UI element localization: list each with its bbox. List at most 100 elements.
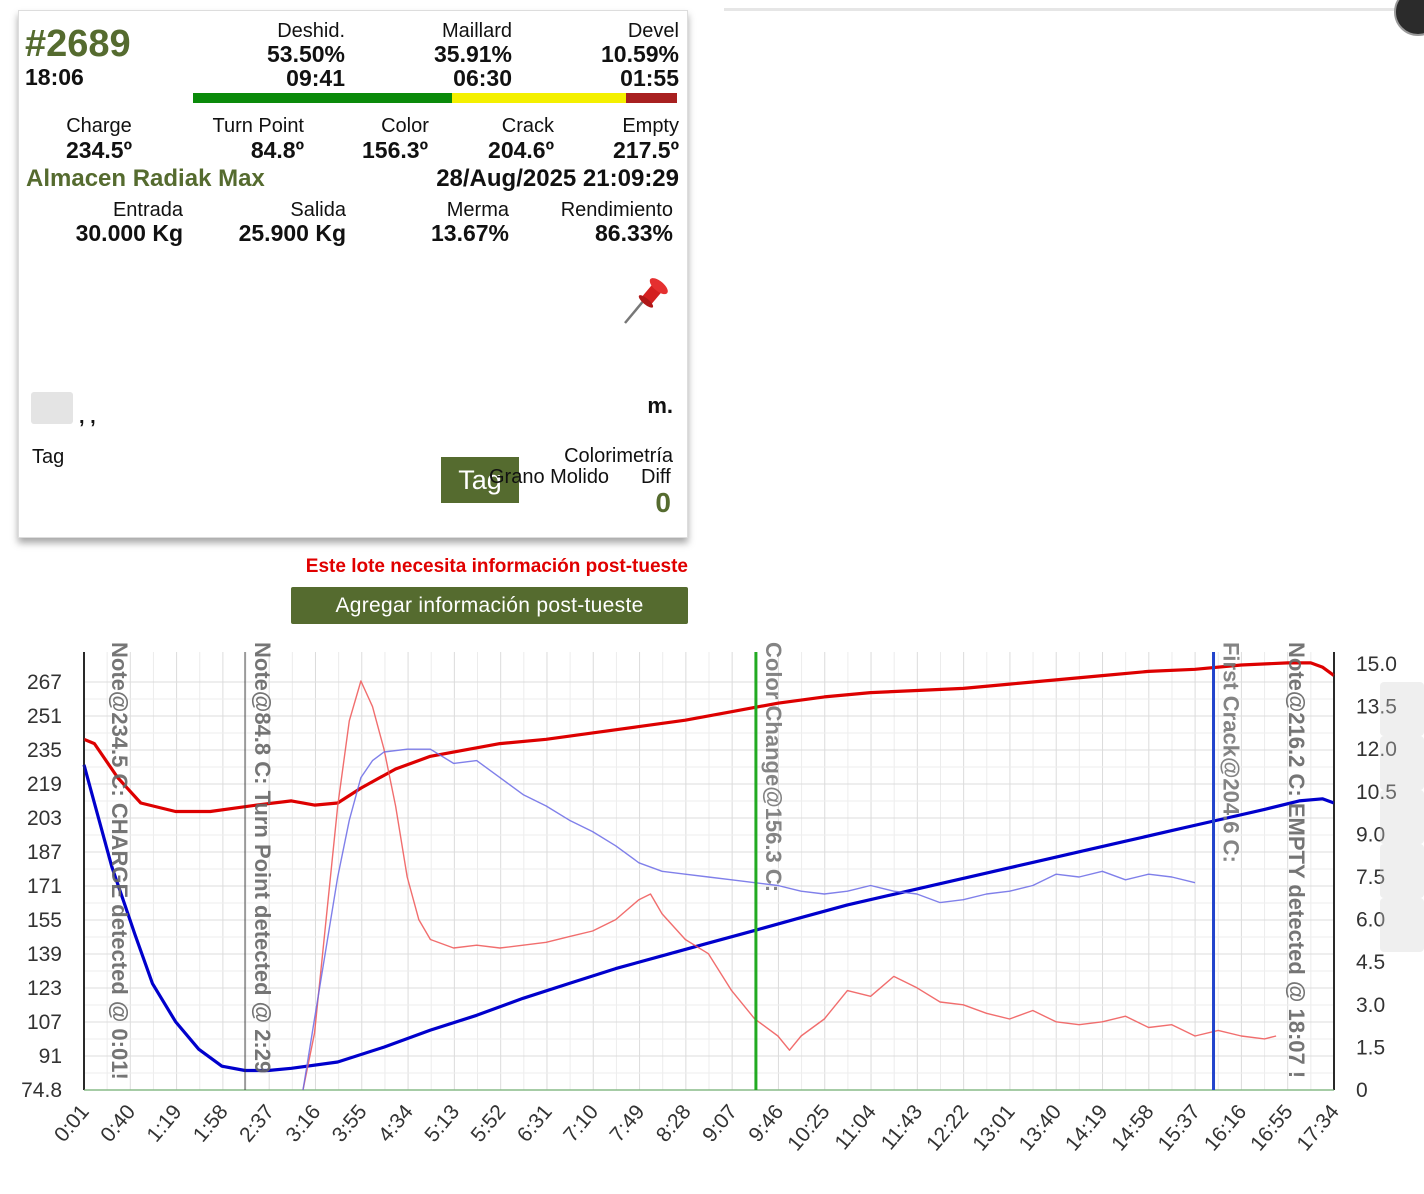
roast-chart: 74.8 91 107 123 139 155 171 187 203 219 235 251 267 1… [21, 642, 1397, 1155]
x-tick-label: 1:19 [143, 1100, 187, 1146]
x-tick-label: 11:43 [877, 1100, 927, 1154]
y-left-tick-label: 155 [27, 909, 62, 932]
phase-duration-maillard: 06:30 [453, 65, 512, 91]
series-line-3 [302, 748, 1196, 1091]
top-divider [724, 8, 1396, 11]
y-left-tick-label: 251 [27, 705, 62, 728]
tag-button[interactable]: Tag [441, 457, 519, 503]
x-tick-label: 2:37 [235, 1100, 279, 1146]
x-tick-label: 0:01 [50, 1100, 94, 1146]
phase-bar-devel [626, 93, 677, 103]
colorimetria-value: 0 [655, 487, 671, 518]
altitude-unit: m. [647, 393, 673, 418]
event-value-crack: 204.6º [488, 137, 554, 163]
event-label-crack: Crack [501, 115, 554, 137]
x-tick-label: 0:40 [96, 1100, 140, 1146]
x-tick-label: 14:58 [1107, 1100, 1158, 1155]
y-left-tick-label: 123 [27, 977, 62, 1000]
colorimetria-title: Colorimetría [564, 445, 673, 467]
y-left-tick-label: 203 [27, 807, 62, 830]
event-label-4: Note@216.2 C: EMPTY detected @ 18:07 ! [1284, 642, 1309, 1078]
pin-icon[interactable] [619, 273, 675, 329]
zoom-in-icon[interactable] [1380, 736, 1424, 790]
series-line-2 [302, 680, 1277, 1091]
y-left-tick-label: 235 [27, 739, 62, 762]
phase-pct-maillard: 35.91% [433, 41, 512, 67]
phase-bar-deshid [193, 93, 452, 103]
phase-label-devel: Devel [627, 20, 679, 42]
x-tick-label: 16:16 [1200, 1100, 1251, 1155]
y-right-tick-label: 13.5 [1356, 696, 1397, 719]
zoom-out-icon[interactable] [1380, 844, 1424, 898]
y-left-tick-label: 107 [27, 1011, 62, 1034]
x-tick-label: 10:25 [783, 1100, 834, 1155]
roast-datetime: 28/Aug/2025 21:09:29 [436, 165, 679, 192]
y-left-tick-label: 91 [39, 1045, 62, 1068]
scroll-bottom-icon[interactable] [1380, 898, 1424, 952]
avatar-placeholder [31, 392, 73, 424]
add-post-roast-button[interactable]: Agregar información post-tueste [291, 587, 688, 624]
event-value-charge: 234.5º [66, 137, 132, 163]
y-left-tick-label: 139 [27, 943, 62, 966]
event-value-turn-point: 84.8º [250, 137, 304, 163]
batch-number: #2689 [25, 23, 131, 65]
event-label-2: Color Change@156.3 C: [761, 642, 786, 892]
x-tick-label: 13:40 [1015, 1100, 1066, 1155]
origin-name: Almacen Radiak Max [26, 165, 265, 192]
corner-control-icon[interactable] [1394, 0, 1424, 36]
y-left-tick-label: 187 [27, 841, 62, 864]
x-tick-label: 9:07 [698, 1100, 742, 1146]
event-label-3: First Crack@204.6 C: [1219, 642, 1244, 863]
x-tick-label: 1:58 [189, 1100, 233, 1146]
event-label-empty: Empty [622, 115, 679, 137]
weight-value-rendimiento: 86.33% [594, 220, 673, 246]
y-right-tick-label: 3.0 [1356, 994, 1385, 1017]
weight-value-entrada: 30.000 Kg [75, 220, 183, 246]
weight-value-merma: 13.67% [430, 220, 509, 246]
y-left-tick-label: 267 [27, 671, 62, 694]
y-right-tick-label: 4.5 [1356, 951, 1385, 974]
colorimetria-grano-molido: Grano Molido [489, 466, 610, 488]
x-tick-label: 9:46 [744, 1100, 788, 1146]
x-tick-label: 15:37 [1154, 1100, 1205, 1155]
weight-label-salida: Salida [290, 199, 346, 221]
x-tick-label: 6:31 [513, 1100, 557, 1146]
post-roast-warning: Este lote necesita información post-tues… [305, 556, 688, 577]
weight-value-salida: 25.900 Kg [238, 220, 346, 246]
x-tick-label: 16:55 [1246, 1100, 1297, 1155]
y-right-tick-label: 7.5 [1356, 866, 1385, 889]
x-tick-label: 11:04 [830, 1100, 881, 1154]
event-value-empty: 217.5º [613, 137, 679, 163]
event-label-charge: Charge [66, 115, 132, 137]
event-label-1: Note@84.8 C: Turn Point detected @ 2:29 [250, 642, 275, 1073]
y-right-tick-label: 6.0 [1356, 909, 1385, 932]
phase-pct-devel: 10.59% [600, 41, 679, 67]
colorimetria-diff: Diff [641, 466, 671, 488]
scroll-top-icon[interactable] [1380, 682, 1424, 736]
batch-time: 18:06 [25, 64, 84, 90]
weight-label-rendimiento: Rendimiento [560, 199, 673, 221]
x-tick-label: 5:52 [467, 1100, 511, 1146]
x-tick-label: 3:55 [328, 1100, 372, 1146]
x-tick-label: 7:10 [559, 1100, 603, 1146]
series-line-1 [82, 764, 1335, 1073]
x-tick-label: 7:49 [605, 1100, 649, 1146]
series-line-0 [83, 661, 1335, 814]
phase-duration-devel: 01:55 [620, 65, 679, 91]
fullscreen-icon[interactable] [1380, 790, 1424, 844]
event-label-turn-point: Turn Point [212, 115, 304, 137]
x-tick-label: 17:34 [1292, 1100, 1344, 1155]
batch-summary-card: #2689 18:06 Deshid. 53.50% 09:41 Maillar… [18, 10, 688, 538]
phase-label-deshid: Deshid. [277, 20, 345, 42]
y-right-tick-label: 0 [1356, 1079, 1368, 1102]
y-left-tick-label: 219 [27, 773, 62, 796]
y-left-tick-label: 74.8 [21, 1079, 62, 1102]
event-label-0: Note@234.5 C: CHARGE detected @ 0:01! [107, 642, 132, 1080]
x-tick-label: 3:16 [281, 1100, 325, 1146]
weight-label-merma: Merma [446, 199, 509, 221]
phase-duration-deshid: 09:41 [286, 65, 345, 91]
phase-pct-deshid: 53.50% [266, 41, 345, 67]
y-right-tick-label: 15.0 [1356, 653, 1397, 676]
y-right-tick-label: 12.0 [1356, 738, 1397, 761]
y-left-tick-label: 171 [27, 875, 62, 898]
